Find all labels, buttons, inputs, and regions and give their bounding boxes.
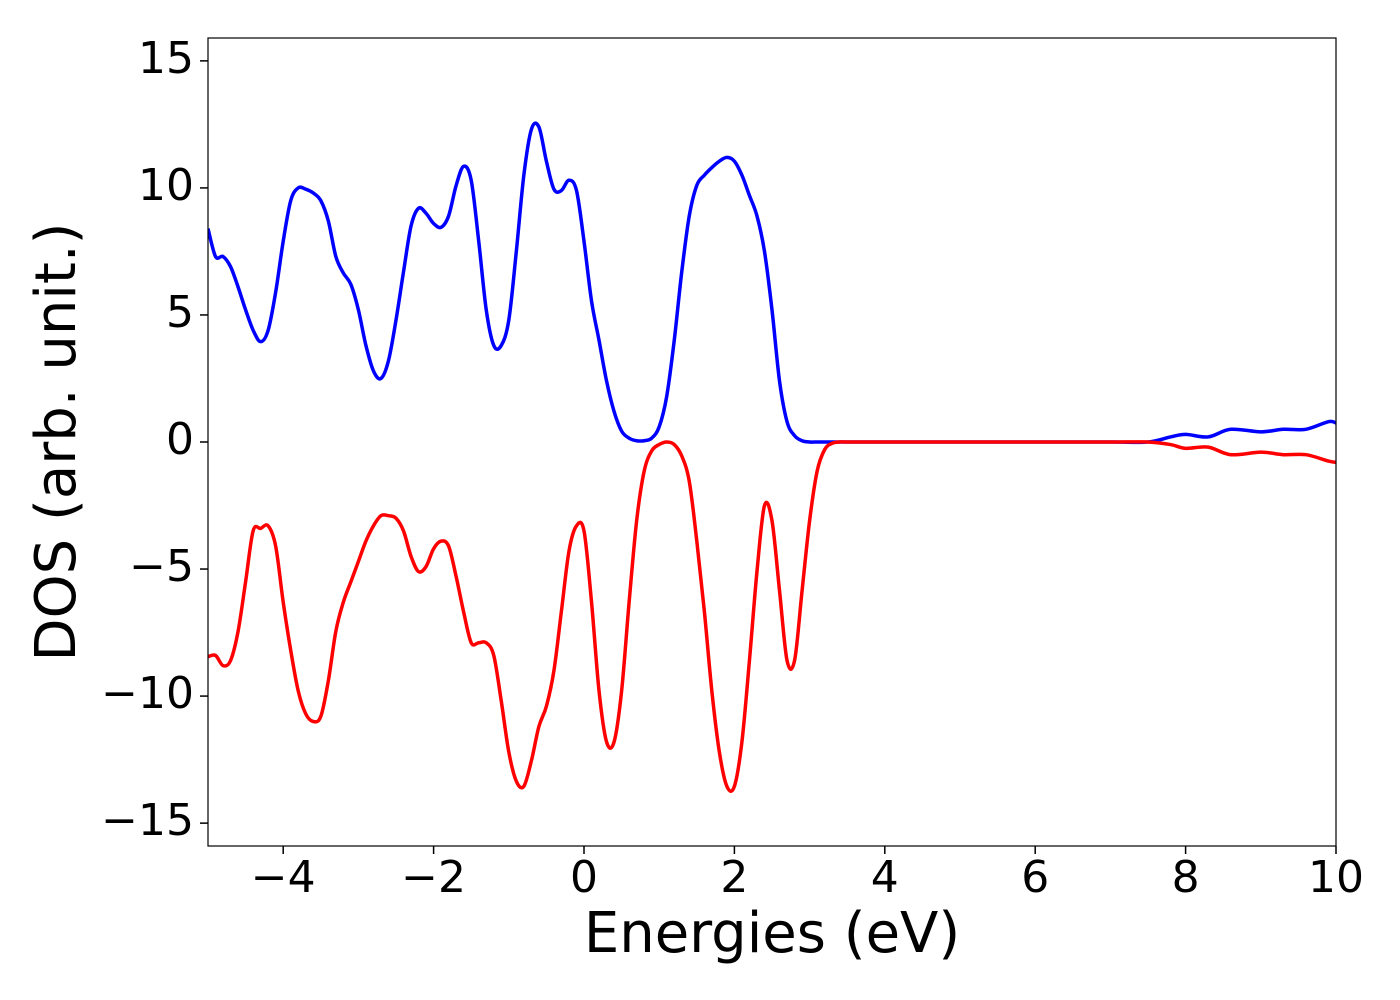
x-tick-label: −4 [251,852,316,903]
x-tick-label: 6 [1021,852,1049,903]
y-tick-label: −15 [101,795,194,846]
y-tick-label: 5 [166,287,194,338]
x-tick-label: 10 [1308,852,1364,903]
series-line [208,440,1336,793]
y-tick-label: −5 [129,541,194,592]
x-tick-label: 8 [1172,852,1200,903]
x-tick-label: 0 [570,852,598,903]
series-line [208,121,1336,445]
x-axis-label: Energies (eV) [584,901,960,966]
y-tick-label: 15 [138,33,194,84]
y-tick-label: 10 [138,160,194,211]
x-tick-label: 2 [720,852,748,903]
y-tick-label: −10 [101,668,194,719]
x-tick-label: −2 [401,852,466,903]
y-tick-label: 0 [166,414,194,465]
x-tick-label: 4 [871,852,899,903]
y-axis-label: DOS (arb. unit.) [24,222,89,661]
plot-frame [207,37,1337,847]
